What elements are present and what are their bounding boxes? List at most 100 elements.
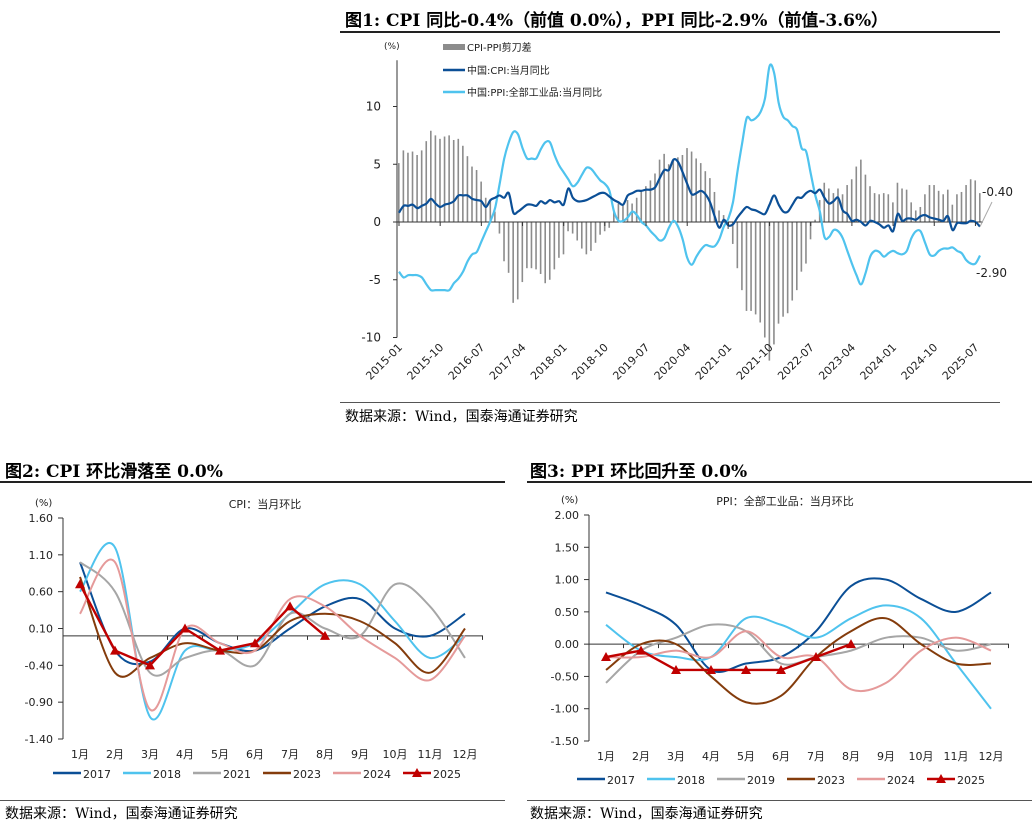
spread-bar	[649, 180, 652, 222]
spread-bar	[535, 222, 537, 270]
spread-bar	[745, 222, 748, 311]
spread-bar	[484, 197, 487, 222]
y-tick-label: 5	[373, 157, 381, 171]
x-tick-label: 3月	[141, 748, 159, 761]
figure1-title: 图1: CPI 同比-0.4%（前值 0.0%），PPI 同比-2.9%（前值-…	[345, 11, 889, 31]
spread-bar	[979, 193, 981, 222]
spread-bar	[471, 166, 473, 222]
spread-bar	[942, 194, 945, 222]
spread-bar	[594, 222, 597, 243]
series-line-2023	[79, 576, 466, 678]
spread-bar	[786, 222, 789, 314]
spread-bar	[974, 180, 977, 222]
legend-label: 2024	[887, 774, 915, 787]
divider	[340, 402, 1000, 403]
figure3-source: 数据来源：Wind，国泰海通证券研究	[530, 806, 763, 822]
data-marker-2025	[671, 664, 681, 674]
y-tick-label: -1.40	[25, 733, 53, 746]
spread-bar	[704, 171, 707, 222]
spread-bar	[782, 222, 784, 317]
y-unit-label: (%)	[35, 498, 52, 509]
spread-bar	[443, 136, 446, 222]
y-tick-label: 0.00	[555, 638, 580, 651]
spread-bar	[718, 210, 720, 222]
spread-bar	[832, 193, 835, 222]
figure2-source: 数据来源：Wind，国泰海通证券研究	[5, 806, 238, 822]
spread-bar	[416, 155, 418, 222]
spread-bar	[544, 222, 546, 284]
x-tick-label: 11月	[418, 748, 443, 761]
series-line-2021	[79, 561, 466, 677]
spread-bar	[882, 193, 885, 222]
data-marker-2025	[776, 664, 786, 674]
spread-bar	[407, 152, 409, 222]
spread-bar	[690, 151, 693, 222]
y-tick-label: -0.90	[25, 696, 53, 709]
legend-label: 2024	[363, 768, 391, 781]
spread-bar	[722, 215, 725, 222]
spread-bar	[512, 222, 514, 303]
spread-bar	[969, 179, 972, 222]
spread-bar	[526, 222, 528, 269]
spread-bar	[553, 222, 556, 270]
spread-bar	[585, 222, 588, 255]
spread-bar	[590, 222, 592, 251]
spread-bar	[603, 222, 606, 232]
y-tick-label: -1.50	[551, 735, 579, 748]
x-tick-label: 9月	[351, 748, 369, 761]
data-marker-2025	[285, 601, 295, 611]
x-tick-label: 2023-04	[816, 341, 858, 383]
spread-bar	[571, 222, 574, 234]
spread-bar	[681, 155, 684, 222]
spread-bar	[503, 222, 505, 262]
x-tick-label: 5月	[211, 748, 229, 761]
spread-bar	[814, 219, 816, 222]
x-tick-label: 2024-01	[858, 341, 900, 383]
divider	[0, 481, 505, 483]
x-tick-label: 9月	[877, 750, 895, 763]
spread-bar	[494, 211, 496, 222]
spread-bar	[960, 191, 963, 222]
spread-bar	[539, 222, 542, 274]
spread-bar	[562, 222, 565, 255]
x-tick-label: 3月	[667, 750, 685, 763]
spread-bar	[530, 222, 533, 269]
y-tick-label: 0.50	[555, 606, 580, 619]
y-tick-label: -0.40	[25, 659, 53, 672]
data-marker-2025	[601, 652, 611, 662]
x-tick-label: 4月	[176, 748, 194, 761]
spread-bar	[645, 186, 647, 222]
x-tick-label: 2019-07	[610, 341, 652, 383]
y-tick-label: 1.50	[555, 541, 580, 554]
spread-bar	[892, 202, 894, 222]
y-tick-label: 1.60	[29, 512, 54, 525]
spread-bar	[425, 141, 428, 222]
spread-bar	[901, 188, 903, 222]
y-tick-label: 2.00	[555, 509, 580, 522]
spread-bar	[805, 222, 807, 264]
spread-bar	[695, 158, 697, 222]
spread-bar	[768, 222, 771, 361]
spread-bar	[654, 173, 656, 222]
spread-bar	[558, 222, 560, 258]
spread-bar	[608, 222, 611, 228]
spread-bar	[791, 222, 794, 301]
series-line-2017	[605, 577, 992, 673]
spread-bar	[919, 206, 922, 222]
spread-bar	[663, 153, 665, 222]
x-tick-label: 5月	[737, 750, 755, 763]
spread-bar	[759, 222, 762, 323]
spread-bar	[928, 185, 931, 222]
leader-line	[979, 201, 993, 227]
legend-label: 2023	[293, 768, 321, 781]
data-marker-2025	[846, 639, 856, 649]
spread-bar	[956, 194, 958, 222]
legend-label: 2018	[677, 774, 705, 787]
spread-bar	[452, 139, 455, 222]
x-tick-label: 2018-01	[528, 341, 570, 383]
spread-bar	[809, 222, 812, 240]
x-tick-label: 12月	[453, 748, 478, 761]
divider	[0, 800, 505, 801]
spread-bar	[869, 186, 871, 222]
